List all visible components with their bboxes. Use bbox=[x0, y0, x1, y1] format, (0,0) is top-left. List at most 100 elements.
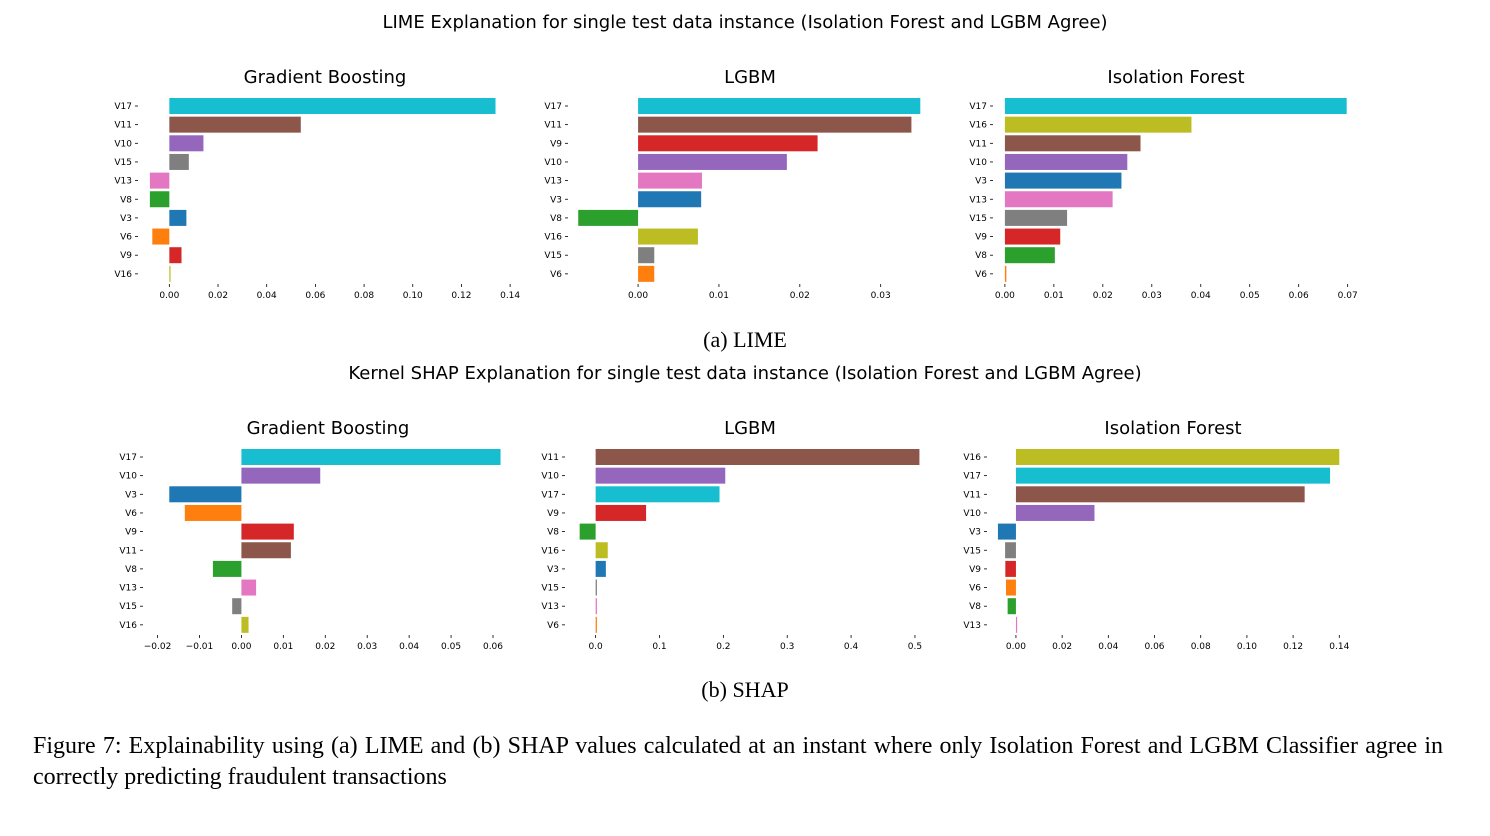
shap-gradient-boosting-chart: Gradient Boosting V17 V10 V3 V6 V9 V11 V8 V13 V15… bbox=[119, 418, 503, 652]
y-tick-label: V13 bbox=[544, 177, 562, 187]
y-tick-label: V10 bbox=[544, 158, 562, 168]
x-tick-label: 0.04 bbox=[1191, 291, 1211, 301]
y-tick-label: V17 bbox=[963, 472, 981, 482]
x-tick-label: 0.08 bbox=[1191, 642, 1211, 652]
x-tick-label: 0.06 bbox=[483, 642, 503, 652]
chart-title: LGBM bbox=[724, 418, 776, 439]
y-tick-label: V6 bbox=[125, 509, 137, 519]
y-tick-label: V8 bbox=[547, 528, 559, 538]
bar-v11 bbox=[1015, 486, 1305, 503]
bar-v11 bbox=[595, 449, 920, 465]
y-tick-label: V10 bbox=[969, 158, 987, 168]
y-tick-label: V6 bbox=[120, 233, 132, 243]
shap-isolation-forest-chart: Isolation Forest V16 V17 V11 V10 V3 V15 V9 V6 V8 V… bbox=[963, 418, 1349, 652]
bar-v16 bbox=[241, 616, 249, 633]
x-tick-label: 0.05 bbox=[441, 642, 461, 652]
bar-v17 bbox=[1015, 467, 1331, 484]
x-tick-label: 0.14 bbox=[500, 291, 520, 301]
bar-v11 bbox=[1004, 135, 1141, 152]
y-tick-label: V16 bbox=[114, 270, 132, 280]
x-tick-label: 0.00 bbox=[1006, 642, 1026, 652]
bar-v3 bbox=[997, 523, 1016, 540]
bar-v6 bbox=[152, 228, 170, 245]
bar-v13 bbox=[149, 172, 170, 189]
x-tick-label: 0.05 bbox=[1240, 291, 1260, 301]
bar-v17 bbox=[638, 98, 921, 114]
bar-v13 bbox=[1015, 616, 1018, 633]
bar-v15 bbox=[1004, 209, 1068, 226]
x-tick-label: 0.08 bbox=[354, 291, 374, 301]
x-tick-label: 0.1 bbox=[652, 642, 666, 652]
x-tick-label: 0.14 bbox=[1329, 642, 1349, 652]
bar-v13 bbox=[595, 598, 597, 615]
y-tick-label: V15 bbox=[963, 546, 981, 556]
bar-v17 bbox=[595, 486, 720, 503]
y-tick-label: V15 bbox=[114, 158, 132, 168]
bar-v8 bbox=[579, 523, 596, 540]
figure-caption: Figure 7: Explainability using (a) LIME … bbox=[33, 733, 1443, 790]
y-tick-label: V11 bbox=[119, 546, 137, 556]
x-tick-label: 0.02 bbox=[1052, 642, 1072, 652]
y-tick-label: V15 bbox=[969, 214, 987, 224]
y-tick-label: V6 bbox=[547, 621, 559, 631]
x-tick-label: 0.10 bbox=[403, 291, 423, 301]
y-tick-label: V8 bbox=[969, 602, 981, 612]
bar-v15 bbox=[638, 247, 655, 264]
bar-v15 bbox=[169, 153, 189, 170]
bar-v15 bbox=[1005, 542, 1016, 559]
y-tick-label: V9 bbox=[120, 251, 132, 261]
bar-v6 bbox=[638, 265, 655, 282]
y-tick-label: V9 bbox=[125, 528, 137, 538]
bar-v17 bbox=[241, 449, 501, 465]
y-tick-label: V3 bbox=[547, 565, 559, 575]
x-tick-label: 0.00 bbox=[628, 291, 648, 301]
x-tick-label: 0.01 bbox=[709, 291, 729, 301]
x-tick-label: 0.10 bbox=[1237, 642, 1257, 652]
x-tick-label: 0.00 bbox=[995, 291, 1015, 301]
y-tick-label: V16 bbox=[541, 546, 559, 556]
bar-v9 bbox=[169, 247, 182, 264]
x-tick-label: 0.06 bbox=[305, 291, 325, 301]
y-tick-label: V3 bbox=[969, 528, 981, 538]
x-tick-label: 0.12 bbox=[451, 291, 471, 301]
bar-v16 bbox=[638, 228, 698, 245]
bar-v9 bbox=[1005, 560, 1016, 577]
y-tick-label: V13 bbox=[963, 621, 981, 631]
bar-v10 bbox=[169, 135, 204, 152]
y-tick-label: V3 bbox=[550, 195, 562, 205]
y-tick-label: V13 bbox=[969, 195, 987, 205]
y-tick-label: V8 bbox=[120, 195, 132, 205]
x-tick-label: −0.01 bbox=[186, 642, 214, 652]
bar-v11 bbox=[241, 542, 291, 559]
y-tick-label: V6 bbox=[969, 584, 981, 594]
bar-v8 bbox=[149, 191, 170, 208]
chart-title: Gradient Boosting bbox=[244, 67, 407, 88]
y-tick-label: V10 bbox=[119, 472, 137, 482]
shap-suptitle: Kernel SHAP Explanation for single test … bbox=[348, 363, 1142, 384]
chart-title: Isolation Forest bbox=[1104, 418, 1241, 439]
y-tick-label: V15 bbox=[541, 584, 559, 594]
y-tick-label: V9 bbox=[969, 565, 981, 575]
y-tick-label: V8 bbox=[125, 565, 137, 575]
lime-gradient-boosting-chart: Gradient Boosting V17 V11 V10 V15 V13 V8 V3 V6 V9… bbox=[114, 67, 520, 301]
bar-v9 bbox=[1004, 228, 1061, 245]
x-tick-label: 0.01 bbox=[273, 642, 293, 652]
bar-v13 bbox=[241, 579, 257, 596]
x-tick-label: 0.04 bbox=[1098, 642, 1118, 652]
bar-v10 bbox=[638, 153, 787, 170]
y-tick-label: V13 bbox=[114, 177, 132, 187]
chart-title: LGBM bbox=[724, 67, 776, 88]
y-tick-label: V17 bbox=[544, 102, 562, 112]
x-tick-label: 0.02 bbox=[790, 291, 810, 301]
x-tick-label: 0.07 bbox=[1338, 291, 1358, 301]
bar-v9 bbox=[595, 504, 647, 521]
y-tick-label: V17 bbox=[119, 453, 137, 463]
bar-v9 bbox=[241, 523, 294, 540]
bar-v10 bbox=[595, 467, 726, 484]
y-tick-label: V16 bbox=[963, 453, 981, 463]
y-tick-label: V17 bbox=[541, 490, 559, 500]
x-tick-label: 0.01 bbox=[1044, 291, 1064, 301]
x-tick-label: 0.03 bbox=[871, 291, 891, 301]
y-tick-label: V16 bbox=[969, 121, 987, 131]
bar-v3 bbox=[169, 209, 187, 226]
